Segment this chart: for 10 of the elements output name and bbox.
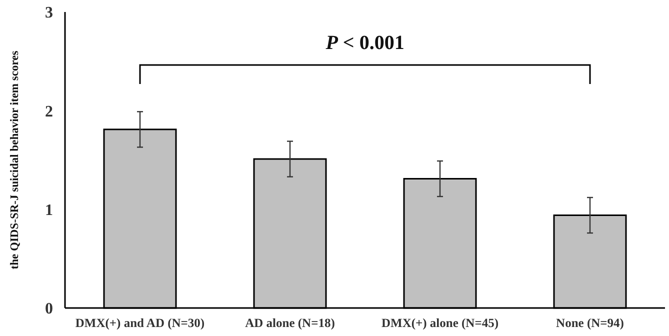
y-tick-label: 0 [45, 300, 53, 318]
y-axis-title: the QIDS-SR-J suicidal behavior item scores [9, 50, 22, 270]
x-tick-label: DMX(+) and AD (N=30) [75, 316, 205, 330]
y-tick-label: 2 [45, 103, 53, 120]
y-tick-label: 3 [45, 4, 53, 22]
x-tick-label: None (N=94) [556, 316, 624, 330]
annotation: P < 0.001 [324, 32, 404, 54]
y-tick-label: 1 [45, 202, 53, 219]
x-tick-label: AD alone (N=18) [245, 316, 335, 330]
x-tick-label: DMX(+) alone (N=45) [382, 316, 498, 330]
